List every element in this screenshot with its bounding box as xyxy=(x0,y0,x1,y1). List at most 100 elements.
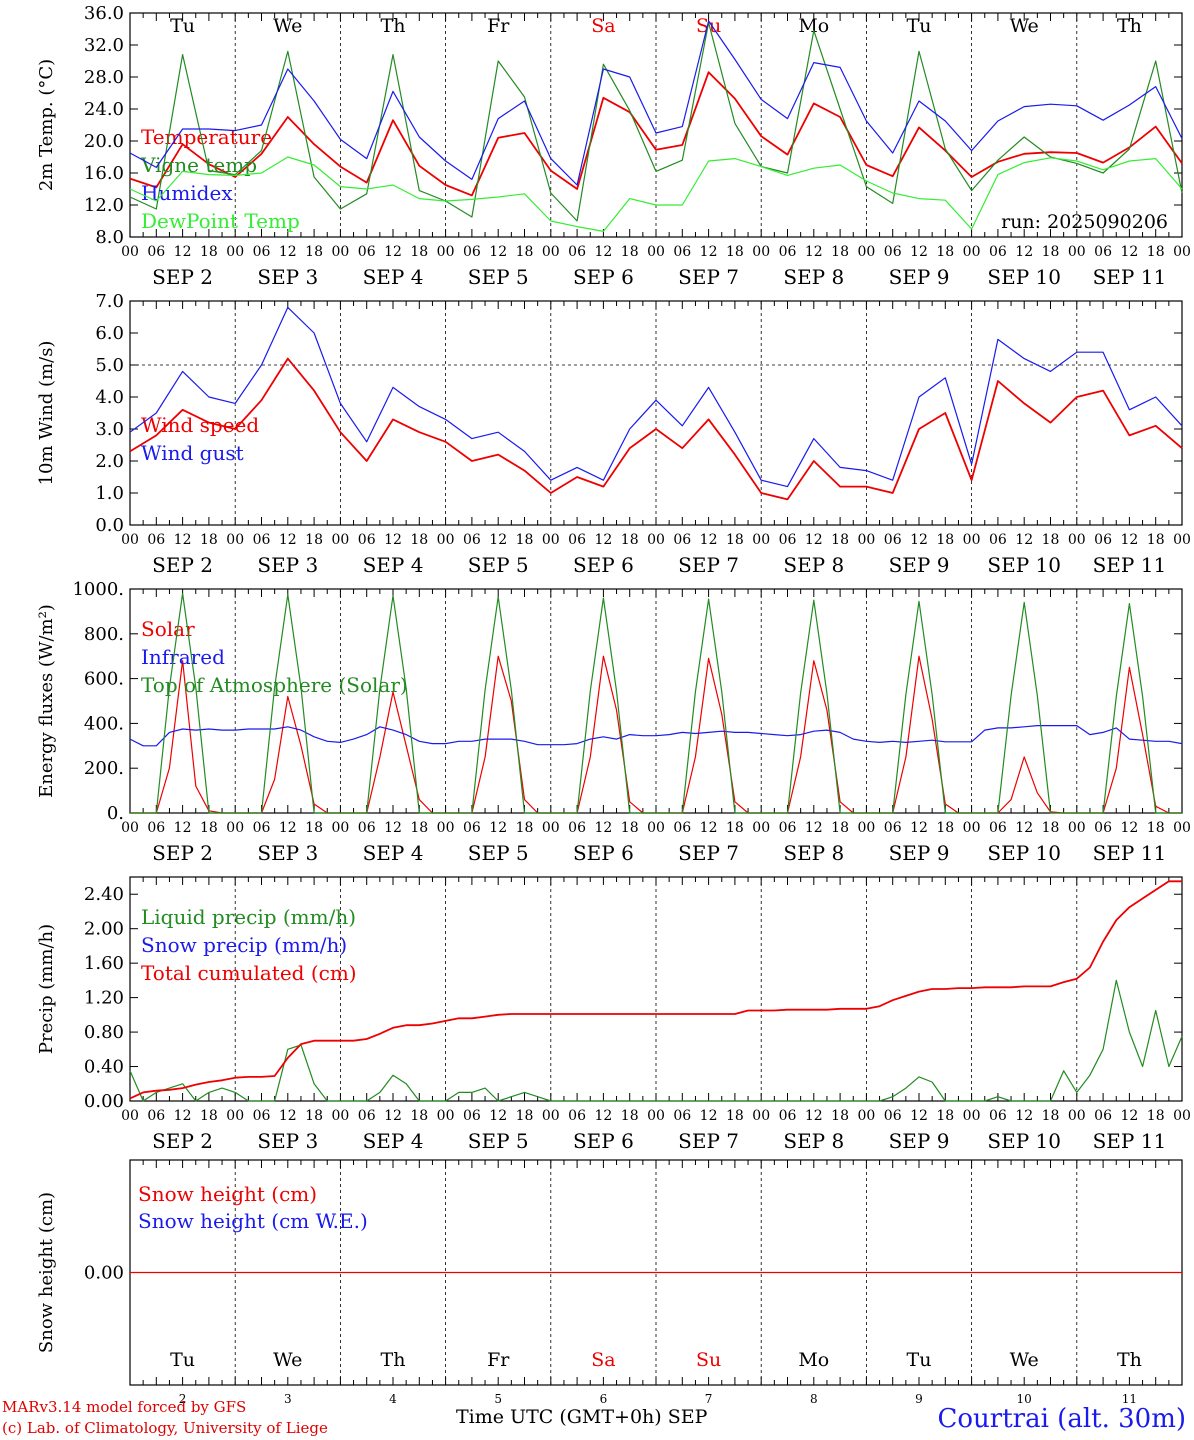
hour-label: 12 xyxy=(1120,532,1138,548)
hour-label: 12 xyxy=(910,244,928,260)
panel-1: 8.0 12.0 16.0 20.0 24.0 28.0 32.0 36.0 2m Temp. … xyxy=(36,3,1191,289)
y-tick-label: 2.0 xyxy=(95,451,124,472)
hour-label: 00 xyxy=(542,1108,560,1124)
date-label: SEP 7 xyxy=(678,841,739,865)
y-tick-label: 8.0 xyxy=(95,227,124,248)
panel-3: 0. 200. 400. 600. 800. 1000. Energy fluxes (W/… xyxy=(36,579,1191,865)
hour-label: 12 xyxy=(910,820,928,836)
hour-label: 12 xyxy=(700,1108,718,1124)
y-tick-label: 5.0 xyxy=(95,355,124,376)
hour-label: 06 xyxy=(568,1108,586,1124)
hour-label: 18 xyxy=(1042,244,1060,260)
y-tick-label: 7.0 xyxy=(95,291,124,312)
hour-label: 00 xyxy=(542,244,560,260)
hour-label: 06 xyxy=(253,244,271,260)
date-label: SEP 9 xyxy=(889,265,950,289)
date-number: 7 xyxy=(705,1392,713,1406)
hour-label: 00 xyxy=(331,244,349,260)
hour-label: 06 xyxy=(358,820,376,836)
y-tick-label: 1000. xyxy=(72,579,124,600)
hour-label: 06 xyxy=(884,1108,902,1124)
y-tick-label: 4.0 xyxy=(95,387,124,408)
day-name: Fr xyxy=(487,15,510,37)
date-label: SEP 10 xyxy=(987,841,1061,865)
date-label: SEP 10 xyxy=(987,553,1061,577)
date-number: 11 xyxy=(1122,1392,1137,1406)
hour-label: 18 xyxy=(726,532,744,548)
hour-label: 12 xyxy=(174,820,192,836)
hour-label: 12 xyxy=(279,244,297,260)
panel-2: 0.0 1.0 2.0 3.0 4.0 5.0 6.0 7.0 10m Wind (m/s) 00… xyxy=(36,291,1191,577)
day-name: Tu xyxy=(907,15,932,37)
y-tick-label: 400. xyxy=(84,713,124,734)
hour-label: 06 xyxy=(884,244,902,260)
panel-frame xyxy=(129,12,1183,238)
hour-label: 00 xyxy=(963,820,981,836)
hour-label: 00 xyxy=(1173,244,1191,260)
y-tick-label: 800. xyxy=(84,624,124,645)
hour-label: 12 xyxy=(594,532,612,548)
hour-label: 00 xyxy=(226,820,244,836)
date-label: SEP 3 xyxy=(257,841,318,865)
hour-label: 00 xyxy=(331,820,349,836)
y-axis-title: Snow height (cm) xyxy=(36,1192,57,1353)
y-tick-label: 20.0 xyxy=(84,131,124,152)
hour-label: 18 xyxy=(726,1108,744,1124)
hour-label: 00 xyxy=(752,244,770,260)
hour-label: 00 xyxy=(752,532,770,548)
hour-label: 06 xyxy=(463,244,481,260)
legend-entry: Snow height (cm) xyxy=(138,1182,317,1206)
hour-label: 18 xyxy=(200,820,218,836)
date-label: SEP 8 xyxy=(783,841,844,865)
legend-entry: Wind speed xyxy=(141,413,259,437)
y-axis-title: 10m Wind (m/s) xyxy=(36,341,57,486)
hour-label: 00 xyxy=(121,1108,139,1124)
date-label: SEP 11 xyxy=(1093,841,1167,865)
date-number: 2 xyxy=(179,1392,187,1406)
hour-label: 12 xyxy=(279,532,297,548)
hour-label: 00 xyxy=(437,532,455,548)
day-name: Mo xyxy=(798,15,829,37)
panel-frame xyxy=(129,588,1183,814)
day-name: We xyxy=(1010,15,1039,37)
hour-label: 12 xyxy=(384,532,402,548)
hour-label: 00 xyxy=(121,244,139,260)
hour-label: 12 xyxy=(174,1108,192,1124)
hour-label: 06 xyxy=(989,532,1007,548)
hour-label: 18 xyxy=(621,820,639,836)
hour-label: 00 xyxy=(1068,244,1086,260)
hour-label: 18 xyxy=(936,532,954,548)
hour-label: 00 xyxy=(857,244,875,260)
hour-label: 12 xyxy=(1015,532,1033,548)
hour-label: 00 xyxy=(647,532,665,548)
day-name: Th xyxy=(1117,15,1142,37)
day-name: Th xyxy=(381,1349,406,1371)
date-number: 5 xyxy=(494,1392,502,1406)
hour-label: 00 xyxy=(121,532,139,548)
y-tick-label: 600. xyxy=(84,669,124,690)
hour-label: 06 xyxy=(673,820,691,836)
panel-5: 0.00 Snow height (cm) Tu We Th Fr Sa Su Mo Tu We Th… xyxy=(36,1159,1183,1406)
hour-label: 00 xyxy=(1068,820,1086,836)
date-label: SEP 5 xyxy=(468,1129,529,1153)
hour-label: 18 xyxy=(831,1108,849,1124)
day-name: Su xyxy=(696,1349,721,1371)
y-tick-label: 36.0 xyxy=(84,3,124,24)
hour-label: 00 xyxy=(542,820,560,836)
hour-label: 00 xyxy=(437,1108,455,1124)
hour-label: 06 xyxy=(884,532,902,548)
y-tick-label: 16.0 xyxy=(84,163,124,184)
hour-label: 00 xyxy=(226,1108,244,1124)
hour-label: 18 xyxy=(621,244,639,260)
hour-label: 18 xyxy=(831,820,849,836)
date-label: SEP 8 xyxy=(783,265,844,289)
series-line xyxy=(130,592,1182,814)
hour-label: 12 xyxy=(489,1108,507,1124)
day-name: Th xyxy=(381,15,406,37)
hour-label: 06 xyxy=(1094,820,1112,836)
hour-label: 00 xyxy=(437,820,455,836)
hour-label: 06 xyxy=(989,1108,1007,1124)
hour-label: 12 xyxy=(279,1108,297,1124)
hour-label: 18 xyxy=(516,244,534,260)
hour-label: 06 xyxy=(568,532,586,548)
